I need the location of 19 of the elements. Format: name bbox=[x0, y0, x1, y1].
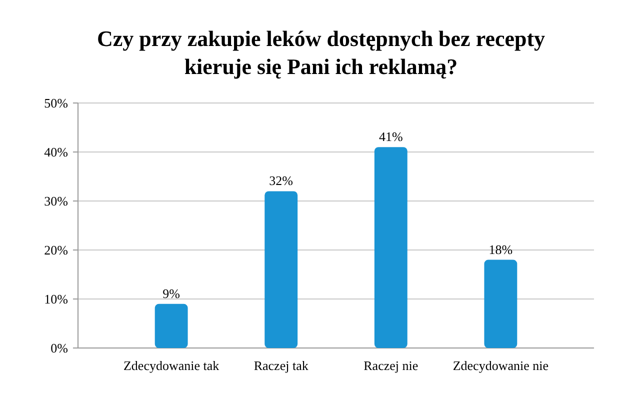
chart-title: Czy przy zakupie leków dostępnych bez recepty kieruje się Pani ich reklamą? bbox=[96, 26, 546, 79]
x-tick-label: Zdecydowanie tak bbox=[123, 358, 220, 373]
y-tick-label: 10% bbox=[44, 292, 68, 307]
x-tick-label: Raczej tak bbox=[254, 358, 309, 373]
y-tick-label: 20% bbox=[44, 242, 68, 258]
y-tick-label: 50% bbox=[44, 96, 68, 111]
bar bbox=[154, 304, 188, 348]
data-label: 32% bbox=[269, 173, 294, 188]
y-tick-label: 40% bbox=[44, 144, 68, 160]
x-tick-label: Zdecydowanie nie bbox=[452, 358, 549, 373]
data-label: 18% bbox=[488, 242, 513, 257]
bar bbox=[264, 191, 298, 348]
data-label: 9% bbox=[162, 286, 180, 301]
x-tick-label: Raczej nie bbox=[364, 358, 418, 373]
y-tick-label: 0% bbox=[50, 340, 68, 356]
bar bbox=[484, 260, 518, 348]
bar bbox=[374, 147, 408, 348]
data-label: 41% bbox=[378, 129, 403, 144]
y-tick-label: 30% bbox=[44, 194, 68, 209]
